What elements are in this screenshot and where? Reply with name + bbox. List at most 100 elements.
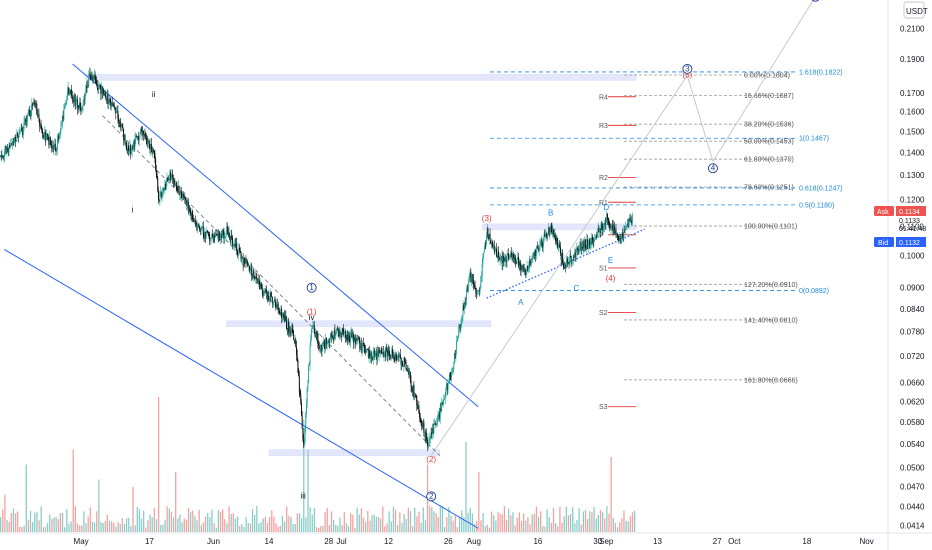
candle-body <box>293 339 295 343</box>
wave-circle <box>426 491 437 502</box>
candle-body <box>379 350 381 353</box>
volume-bar <box>266 522 269 532</box>
fib-label: 61.80%(0.1370) <box>744 157 794 164</box>
candle-body <box>446 383 448 390</box>
y-tick-label: 0.1200 <box>900 196 925 205</box>
volume-bar <box>548 517 550 532</box>
volume-bar <box>160 524 162 532</box>
volume-bar <box>582 511 585 532</box>
candle-body <box>175 184 177 187</box>
candle-body <box>168 178 170 180</box>
candle-body <box>240 252 242 259</box>
volume-bar <box>96 511 98 532</box>
candle-body <box>192 219 194 221</box>
volume-bar <box>151 517 153 532</box>
volume-bar <box>290 517 292 532</box>
candle-body <box>3 155 5 157</box>
wave-label: D <box>603 203 609 212</box>
candle-body <box>150 143 152 150</box>
volume-bar <box>55 517 57 532</box>
volume-bar <box>456 527 459 532</box>
candle-body <box>392 354 394 357</box>
candle-body <box>426 433 428 440</box>
price-axis[interactable]: 0.2100 0.1900 0.1700 0.1600 0.1500 0.1400 0.13… <box>874 1 928 530</box>
fib-label: 100.00%(0.1101) <box>744 224 797 231</box>
candle-body <box>606 214 608 220</box>
candle-body <box>302 428 304 440</box>
candle-body <box>259 284 261 290</box>
candle-body <box>395 353 397 358</box>
x-tick-label: May <box>74 537 89 546</box>
candle-body <box>579 244 581 251</box>
volume-bar <box>520 521 523 532</box>
volume-bar <box>465 442 467 532</box>
candle-body <box>561 253 563 260</box>
candle-body <box>223 231 225 239</box>
volume-bar <box>8 521 10 532</box>
candle-body <box>16 133 18 142</box>
candle-body <box>551 226 553 234</box>
candle-body <box>111 102 112 108</box>
volume-bar <box>175 472 177 532</box>
candle-body <box>30 109 32 117</box>
candle-body <box>463 305 465 310</box>
y-tick-label: 0.0440 <box>900 503 925 512</box>
volume-bar <box>458 517 461 532</box>
candle-body <box>466 289 468 301</box>
candle-body <box>102 89 104 94</box>
candle-body <box>315 332 317 337</box>
candle-body <box>224 237 226 238</box>
volume-bar <box>187 507 190 532</box>
candle-body <box>449 373 451 377</box>
candle-body <box>60 124 62 131</box>
candle-body <box>535 250 537 256</box>
candle-body <box>218 233 220 237</box>
volume-bar <box>610 457 612 532</box>
candle-body <box>199 227 201 231</box>
candle-body <box>68 87 70 94</box>
candle-body <box>73 99 75 103</box>
volume-bar <box>499 513 501 532</box>
candle-body <box>513 257 515 259</box>
x-tick-label: Sep <box>599 537 614 546</box>
wave-circle-label: 5 <box>813 0 818 1</box>
candle-body <box>468 276 470 281</box>
volume-bar <box>258 523 260 532</box>
candle-body <box>598 228 600 232</box>
candle-body <box>265 289 267 292</box>
candle-body <box>165 180 167 189</box>
volume-bar <box>207 512 209 532</box>
candle-body <box>351 332 353 338</box>
candle-body <box>292 330 294 335</box>
volume-bar <box>4 494 6 532</box>
candle-body <box>589 242 591 248</box>
candle-body <box>361 347 363 351</box>
candle-body <box>539 244 541 250</box>
candle-body <box>170 172 172 181</box>
candle-body <box>574 252 576 258</box>
volume-bar <box>68 523 70 532</box>
volume-bar <box>544 526 546 532</box>
candle-body <box>624 227 626 231</box>
y-tick-label: 0.1000 <box>900 251 925 260</box>
volume-bar <box>318 527 320 532</box>
volume-bar <box>418 511 420 532</box>
candle-body <box>629 217 631 222</box>
candle-body <box>547 227 549 234</box>
volume-bar <box>508 508 510 532</box>
candle-body <box>194 220 196 226</box>
candle-body <box>444 396 446 399</box>
volume-bar <box>226 523 228 532</box>
volume-bar <box>181 522 183 532</box>
volume-bar <box>537 516 540 532</box>
candle-body <box>359 339 361 350</box>
candle-body <box>597 228 599 233</box>
candle-body <box>383 353 385 357</box>
candle-body <box>337 328 339 331</box>
volume-bar <box>362 517 365 532</box>
volume-bar <box>328 525 331 532</box>
candle-body <box>35 103 37 106</box>
candle-body <box>614 229 616 234</box>
